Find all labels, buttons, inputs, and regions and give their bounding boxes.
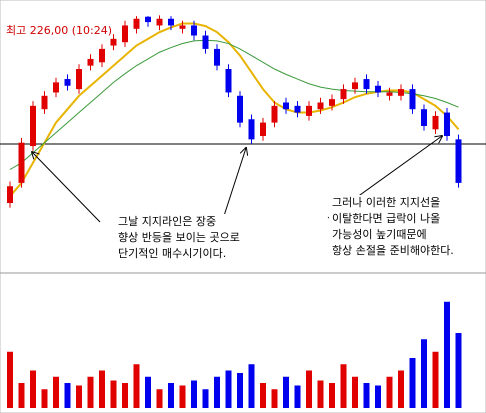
- volume-bar: [306, 370, 312, 408]
- candle-body: [329, 99, 335, 106]
- arrow: [32, 152, 101, 223]
- volume-bar: [432, 351, 439, 408]
- volume-bar: [156, 389, 163, 408]
- volume-bar: [340, 364, 347, 408]
- candle-body: [306, 105, 312, 116]
- volume-panel: [7, 301, 462, 408]
- volume-bar: [133, 364, 140, 408]
- candle-body: [214, 48, 220, 66]
- volume-bar: [294, 385, 301, 408]
- volume-bar: [7, 351, 13, 408]
- candle-body: [76, 69, 82, 90]
- candle-body: [398, 89, 404, 96]
- volume-bar: [248, 364, 255, 408]
- volume-bar: [329, 383, 335, 408]
- volume-bar: [191, 380, 197, 408]
- candle-body: [455, 139, 462, 183]
- moving-average: [9, 22, 460, 197]
- candle-body: [110, 38, 117, 46]
- candle-body: [145, 16, 151, 23]
- candle-body: [168, 18, 174, 26]
- candle-body: [248, 119, 255, 140]
- volume-bar: [202, 389, 209, 408]
- candle-body: [283, 102, 289, 110]
- volume-bar: [99, 370, 105, 408]
- chart-title: 최고 226,00 (10:24): [6, 24, 112, 37]
- candle-body: [444, 112, 450, 136]
- candle-body: [41, 95, 48, 110]
- annotation-text: 그러나 이러한 지지선을: [332, 196, 440, 209]
- candle-body: [202, 35, 209, 49]
- volume-bar: [168, 383, 174, 408]
- candle-body: [421, 109, 427, 126]
- volume-bar: [352, 376, 358, 408]
- volume-bar: [271, 389, 278, 408]
- annotation-box: [115, 214, 265, 262]
- volume-bar: [41, 389, 48, 408]
- candle-body: [156, 18, 163, 26]
- candle-body: [133, 18, 140, 29]
- candle-body: [409, 89, 416, 110]
- volume-bar: [225, 370, 232, 408]
- candle-body: [237, 95, 243, 123]
- volume-bar: [283, 376, 289, 408]
- candle-body: [18, 142, 25, 183]
- volume-bar: [18, 383, 25, 408]
- candle-body: [64, 79, 71, 86]
- annotation-text: 단기적인 매수시기이다.: [118, 247, 226, 260]
- candle-body: [122, 25, 128, 43]
- candle-body: [260, 122, 266, 136]
- volume-bar: [64, 383, 71, 408]
- candle-body: [191, 25, 197, 36]
- volume-bar: [317, 380, 324, 408]
- candle-body: [30, 105, 36, 147]
- volume-bar: [409, 358, 416, 408]
- candle-body: [294, 105, 301, 113]
- volume-bar: [110, 380, 117, 408]
- volume-bar: [455, 333, 462, 408]
- annotation-text: 이탈한다면 급락이 나올: [332, 212, 440, 225]
- candle-body: [352, 82, 358, 90]
- arrow: [221, 148, 246, 223]
- volume-bar: [87, 376, 94, 408]
- volume-bar: [444, 301, 450, 408]
- price-panel: [0, 15, 486, 208]
- annotation-text: 그날 지지라인은 장중: [118, 215, 216, 228]
- volume-bar: [53, 376, 59, 408]
- candle-body: [386, 92, 393, 96]
- annotation-text: 향상 반등을 보이는 곳으로: [118, 231, 240, 244]
- volume-bar: [145, 376, 151, 408]
- volume-bar: [237, 373, 243, 408]
- candle-body: [317, 102, 324, 110]
- annotation-text: 항상 손절을 준비해야한다.: [332, 243, 454, 257]
- candle-body: [432, 115, 439, 130]
- volume-bar: [76, 385, 82, 408]
- candle-body: [7, 186, 13, 203]
- volume-bar: [30, 370, 36, 408]
- volume-bar: [398, 370, 404, 408]
- volume-bar: [363, 383, 370, 408]
- volume-bar: [179, 385, 186, 408]
- candle-body: [375, 85, 381, 93]
- moving-average: [9, 39, 459, 170]
- candle-body: [340, 89, 347, 100]
- volume-bar: [260, 383, 266, 408]
- volume-bar: [214, 376, 220, 408]
- candle-body: [99, 48, 105, 63]
- volume-bar: [421, 339, 427, 408]
- candle-body: [363, 79, 370, 90]
- volume-bar: [122, 383, 128, 408]
- candle-body: [53, 82, 59, 93]
- annotation-box: [329, 195, 479, 259]
- candle-body: [87, 58, 94, 66]
- volume-bar: [386, 376, 393, 408]
- annotation-text: 가능성이 높기때문에: [332, 228, 427, 241]
- candle-body: [179, 25, 186, 29]
- candle-body: [271, 105, 278, 123]
- candle-body: [225, 69, 232, 93]
- volume-bar: [375, 385, 381, 408]
